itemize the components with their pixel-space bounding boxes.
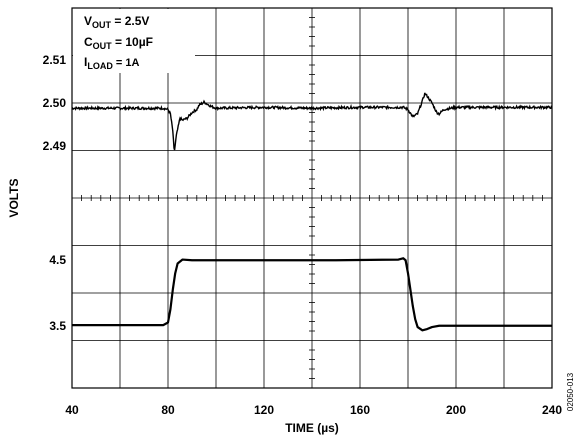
x-tick-label: 160	[350, 403, 370, 417]
x-tick-label: 240	[542, 403, 562, 417]
x-axis-label: TIME (µs)	[285, 421, 339, 435]
svg-text:VOUT = 2.5V: VOUT = 2.5V	[84, 14, 149, 30]
annotation-vout-value: = 2.5V	[111, 14, 149, 28]
annotation-iload-symbol: I	[84, 55, 87, 69]
annotation: VOUT = 2.5V COUT = 10µF ILOAD = 1A	[84, 14, 153, 71]
x-tick-label: 40	[65, 403, 79, 417]
svg-text:ILOAD = 1A: ILOAD = 1A	[84, 55, 139, 71]
y-axis-label: VOLTS	[7, 178, 21, 217]
x-tick-label: 200	[446, 403, 466, 417]
annotation-cout-symbol: C	[84, 35, 93, 49]
y-tick-label: 2.51	[43, 53, 67, 67]
y-tick-label: 2.50	[43, 96, 67, 110]
annotation-cout-sub: OUT	[93, 41, 113, 51]
y-tick-label: 3.5	[49, 319, 66, 333]
series-lines	[71, 92, 553, 332]
annotation-iload-sub: LOAD	[87, 61, 113, 71]
series-lower-step	[72, 257, 552, 332]
y-tick-label: 2.49	[43, 139, 67, 153]
annotation-iload-value: = 1A	[113, 57, 140, 69]
svg-text:COUT = 10µF: COUT = 10µF	[84, 35, 153, 51]
center-tick-marks	[81, 17, 543, 379]
annotation-vout-sub: OUT	[92, 20, 112, 30]
x-tick-label: 120	[254, 403, 274, 417]
series-upper-vout	[71, 92, 553, 151]
annotation-vout-symbol: V	[84, 14, 92, 28]
annotation-cout-value: = 10µF	[112, 35, 153, 49]
x-tick-labels: 40 80 120 160 200 240	[65, 403, 562, 417]
figure-id: 02050-013	[566, 372, 575, 411]
x-tick-label: 80	[161, 403, 175, 417]
y-tick-label: 4.5	[49, 253, 66, 267]
y-tick-labels: 2.51 2.50 2.49 4.5 3.5	[43, 53, 67, 333]
annotation-box	[73, 9, 195, 73]
